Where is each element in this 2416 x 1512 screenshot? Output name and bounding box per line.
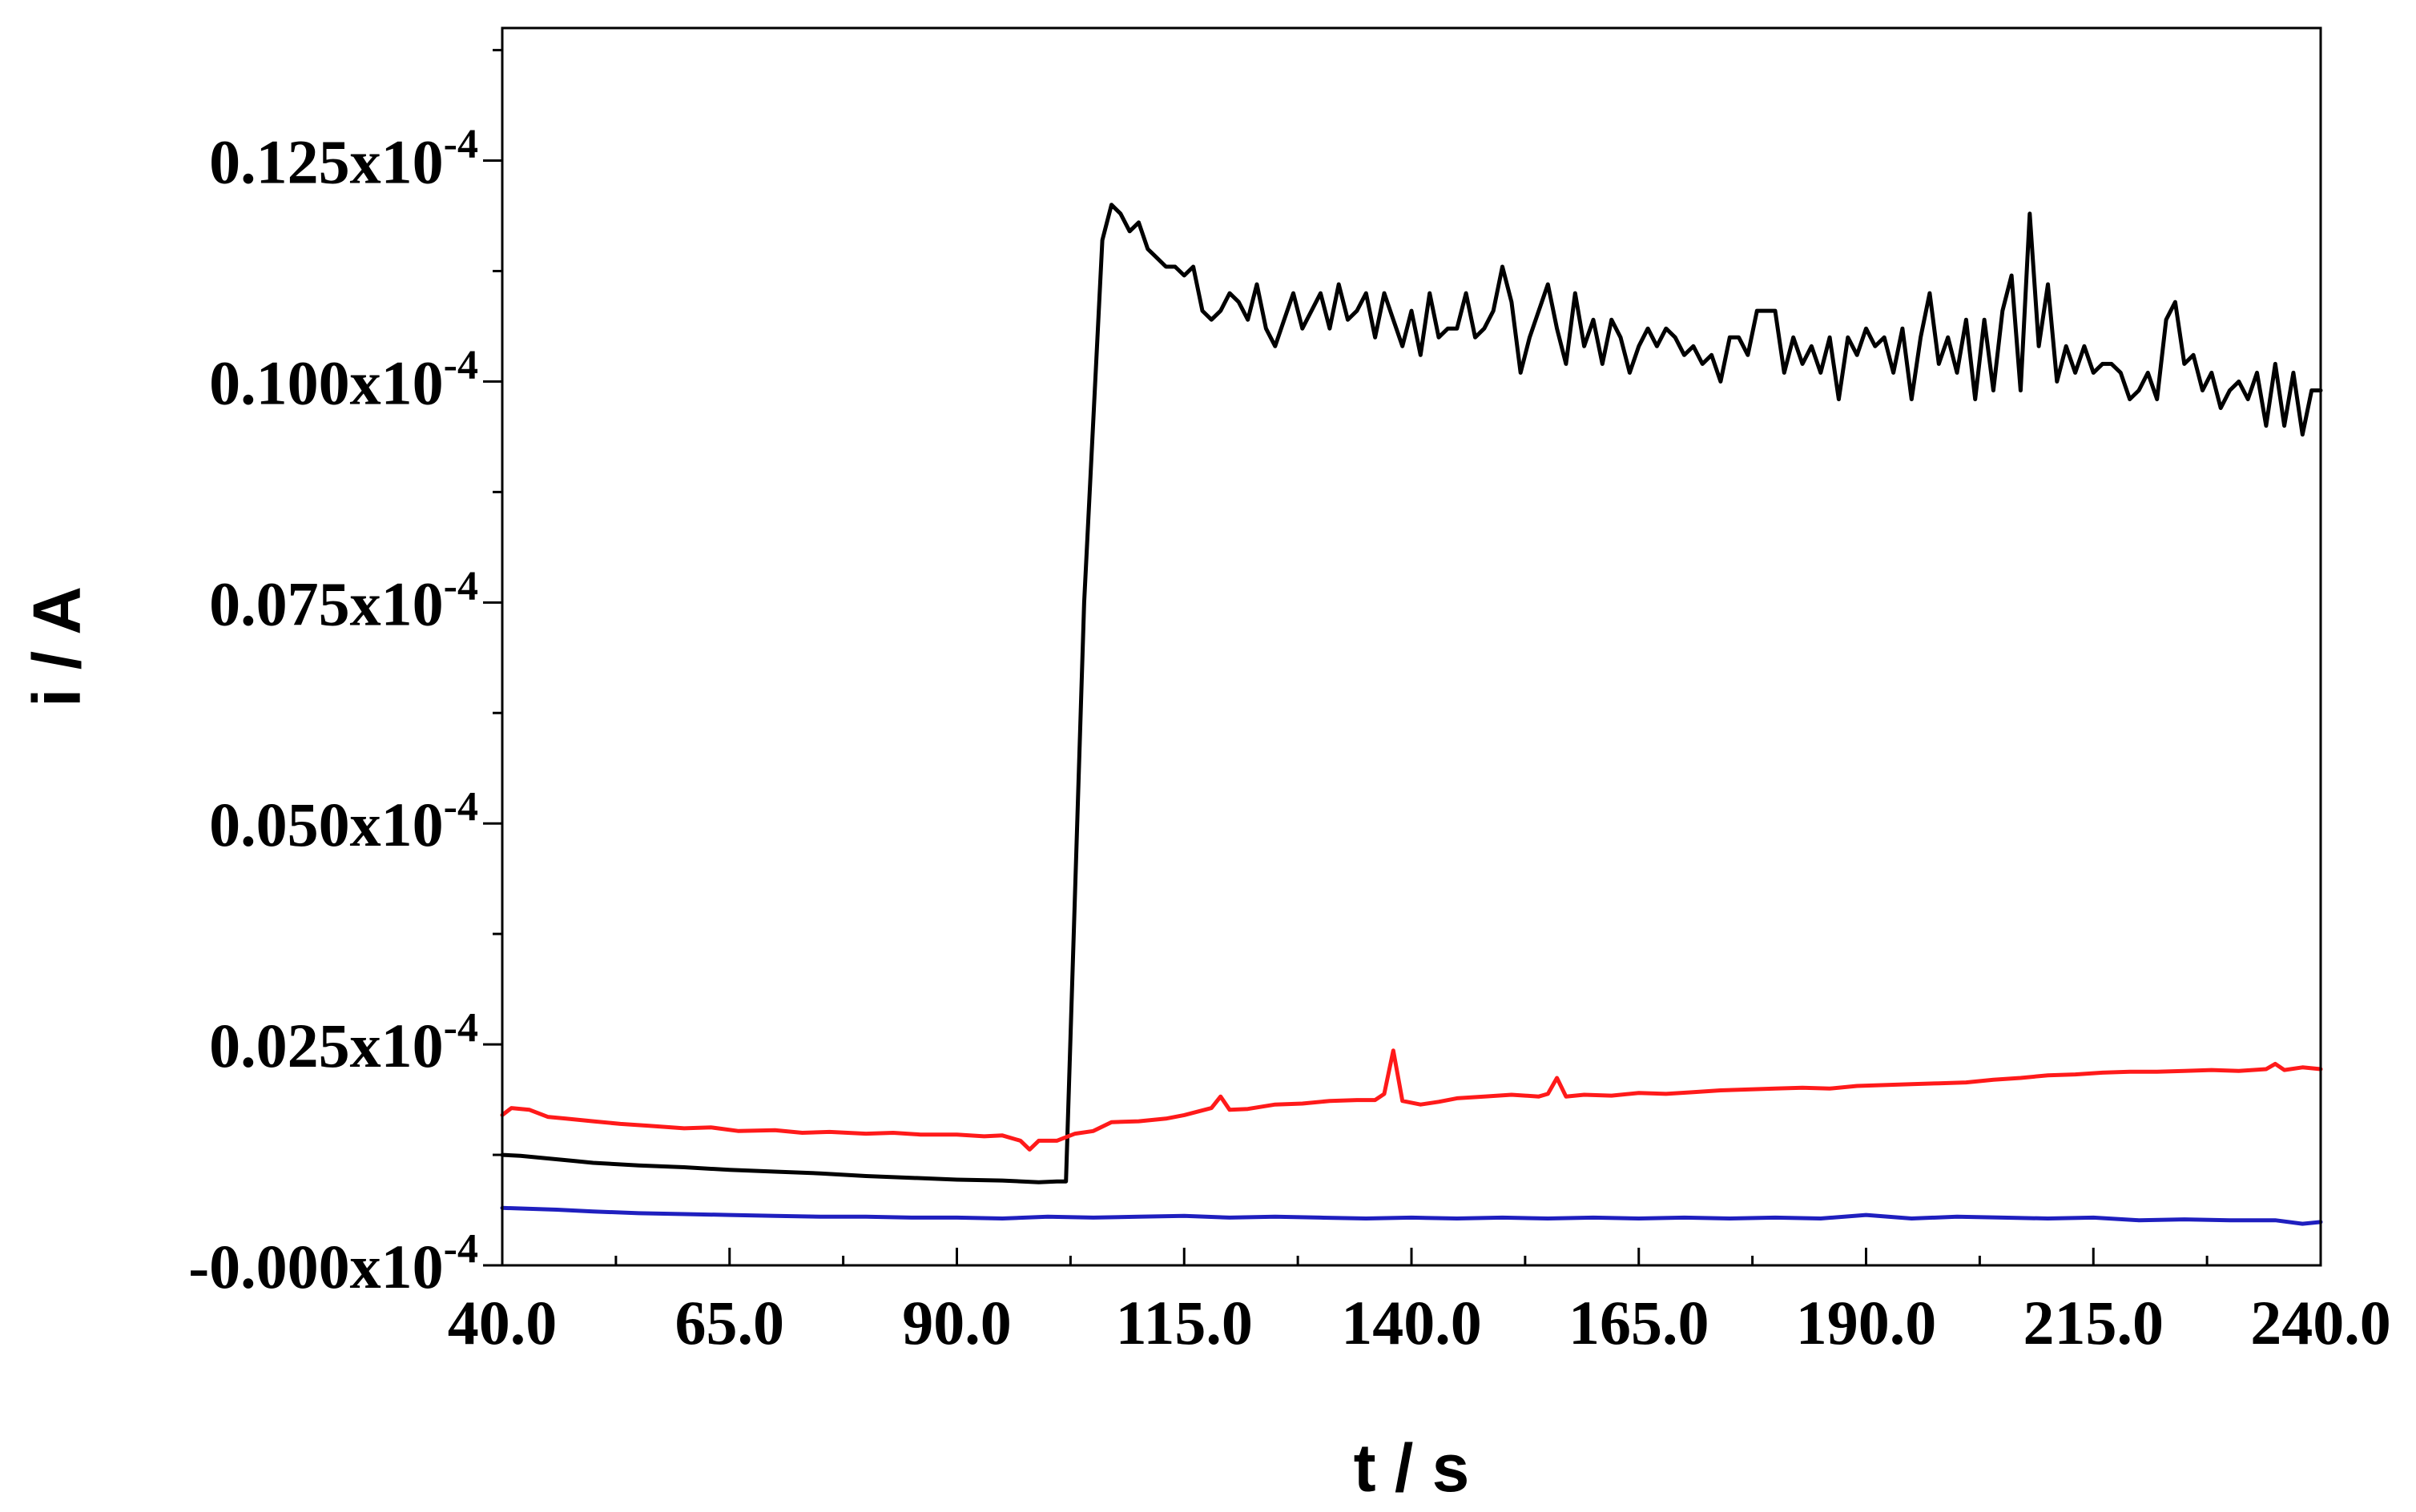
y-tick-label: 0.050x10-4 — [209, 784, 478, 859]
plot-area — [500, 203, 2323, 1226]
series-line-1 — [500, 203, 2323, 1184]
x-tick-label: 165.0 — [1568, 1288, 1709, 1357]
x-tick-label: 240.0 — [2250, 1288, 2391, 1357]
series-line-3 — [500, 1205, 2323, 1226]
axis-ticks — [483, 49, 2322, 1267]
plot-frame — [501, 26, 2322, 1267]
x-tick-label: 115.0 — [1116, 1288, 1253, 1357]
y-tick-label: -0.000x10-4 — [188, 1226, 478, 1301]
y-tick-label: 0.075x10-4 — [209, 563, 478, 638]
x-tick-label: 190.0 — [1796, 1288, 1937, 1357]
y-axis-title: i / A — [19, 586, 95, 707]
y-tick-label: 0.100x10-4 — [209, 342, 478, 417]
series-line-2 — [500, 1048, 2323, 1152]
y-tick-label: 0.025x10-4 — [209, 1005, 478, 1080]
y-tick-label: 0.125x10-4 — [209, 122, 478, 197]
x-tick-label: 90.0 — [902, 1288, 1012, 1357]
x-tick-label: 215.0 — [2023, 1288, 2164, 1357]
x-tick-label: 65.0 — [675, 1288, 785, 1357]
x-axis-title: t / s — [1354, 1430, 1470, 1506]
x-tick-label: 40.0 — [448, 1288, 558, 1357]
tick-labels: 40.0 65.0 90.0 115.0 140.0 165.0 190.0 215.0 240… — [188, 122, 2391, 1357]
x-tick-label: 140.0 — [1341, 1288, 1482, 1357]
